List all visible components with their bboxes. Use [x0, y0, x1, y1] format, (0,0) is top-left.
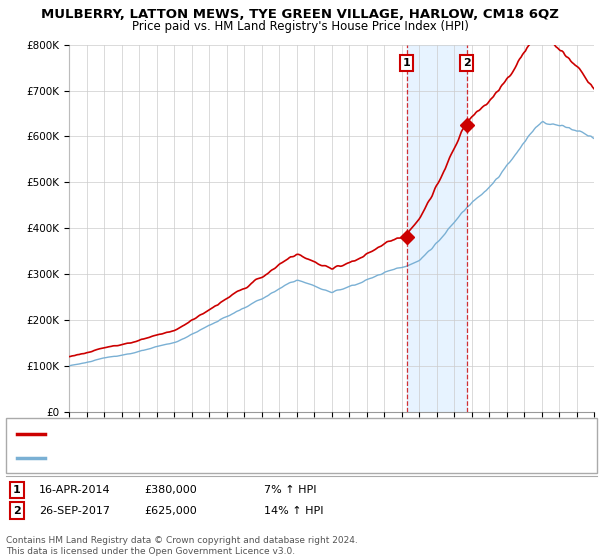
- Text: 26-SEP-2017: 26-SEP-2017: [39, 506, 110, 516]
- Text: MULBERRY, LATTON MEWS, TYE GREEN VILLAGE, HARLOW, CM18 6QZ (detached house): MULBERRY, LATTON MEWS, TYE GREEN VILLAGE…: [52, 429, 511, 438]
- Text: 16-APR-2014: 16-APR-2014: [39, 485, 110, 495]
- Text: Price paid vs. HM Land Registry's House Price Index (HPI): Price paid vs. HM Land Registry's House …: [131, 20, 469, 32]
- Text: 1: 1: [13, 485, 20, 495]
- Text: 1: 1: [403, 58, 410, 68]
- Bar: [407, 45, 467, 412]
- Text: 7% ↑ HPI: 7% ↑ HPI: [264, 485, 317, 495]
- Text: £625,000: £625,000: [144, 506, 197, 516]
- Text: £380,000: £380,000: [144, 485, 197, 495]
- Text: 14% ↑ HPI: 14% ↑ HPI: [264, 506, 323, 516]
- Text: HPI: Average price, detached house, Harlow: HPI: Average price, detached house, Harl…: [52, 453, 281, 463]
- Text: 2: 2: [463, 58, 470, 68]
- Text: Contains HM Land Registry data © Crown copyright and database right 2024.
This d: Contains HM Land Registry data © Crown c…: [6, 536, 358, 556]
- Text: 2: 2: [13, 506, 20, 516]
- Text: MULBERRY, LATTON MEWS, TYE GREEN VILLAGE, HARLOW, CM18 6QZ: MULBERRY, LATTON MEWS, TYE GREEN VILLAGE…: [41, 8, 559, 21]
